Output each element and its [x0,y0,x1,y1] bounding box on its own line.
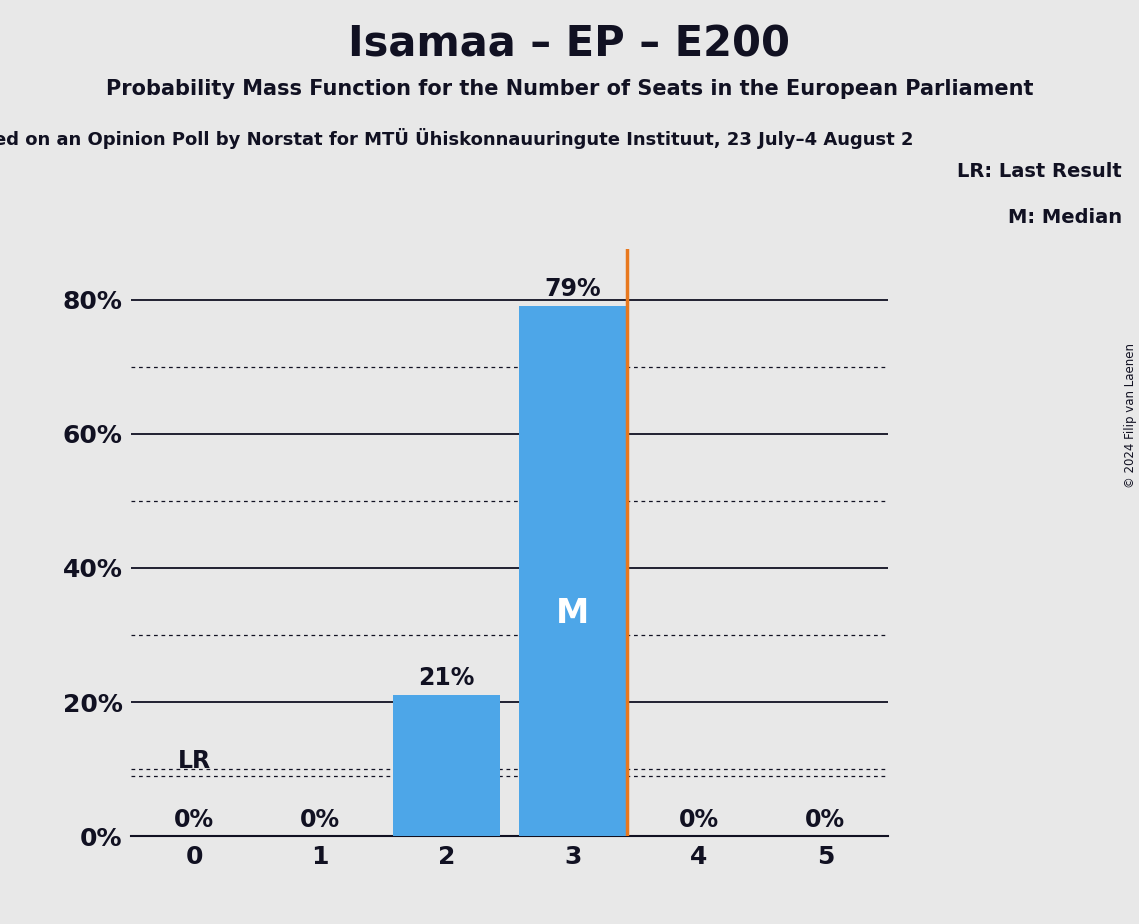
Bar [393,696,500,836]
Text: M: M [556,597,590,630]
Text: M: Median: M: Median [1008,208,1122,227]
Text: 0%: 0% [174,808,214,833]
Text: © 2024 Filip van Laenen: © 2024 Filip van Laenen [1124,344,1137,488]
Text: Probability Mass Function for the Number of Seats in the European Parliament: Probability Mass Function for the Number… [106,79,1033,99]
Text: 0%: 0% [805,808,845,833]
Text: 0%: 0% [679,808,719,833]
Text: Isamaa – EP – E200: Isamaa – EP – E200 [349,23,790,65]
Text: LR: Last Result: LR: Last Result [957,162,1122,181]
Text: ed on an Opinion Poll by Norstat for MTÜ Ühiskonnauuringute Instituut, 23 July–4: ed on an Opinion Poll by Norstat for MTÜ… [0,128,913,149]
Text: 21%: 21% [418,666,475,690]
Text: 0%: 0% [301,808,341,833]
Text: LR: LR [178,748,211,772]
Text: 79%: 79% [544,277,601,301]
Bar [519,307,626,836]
